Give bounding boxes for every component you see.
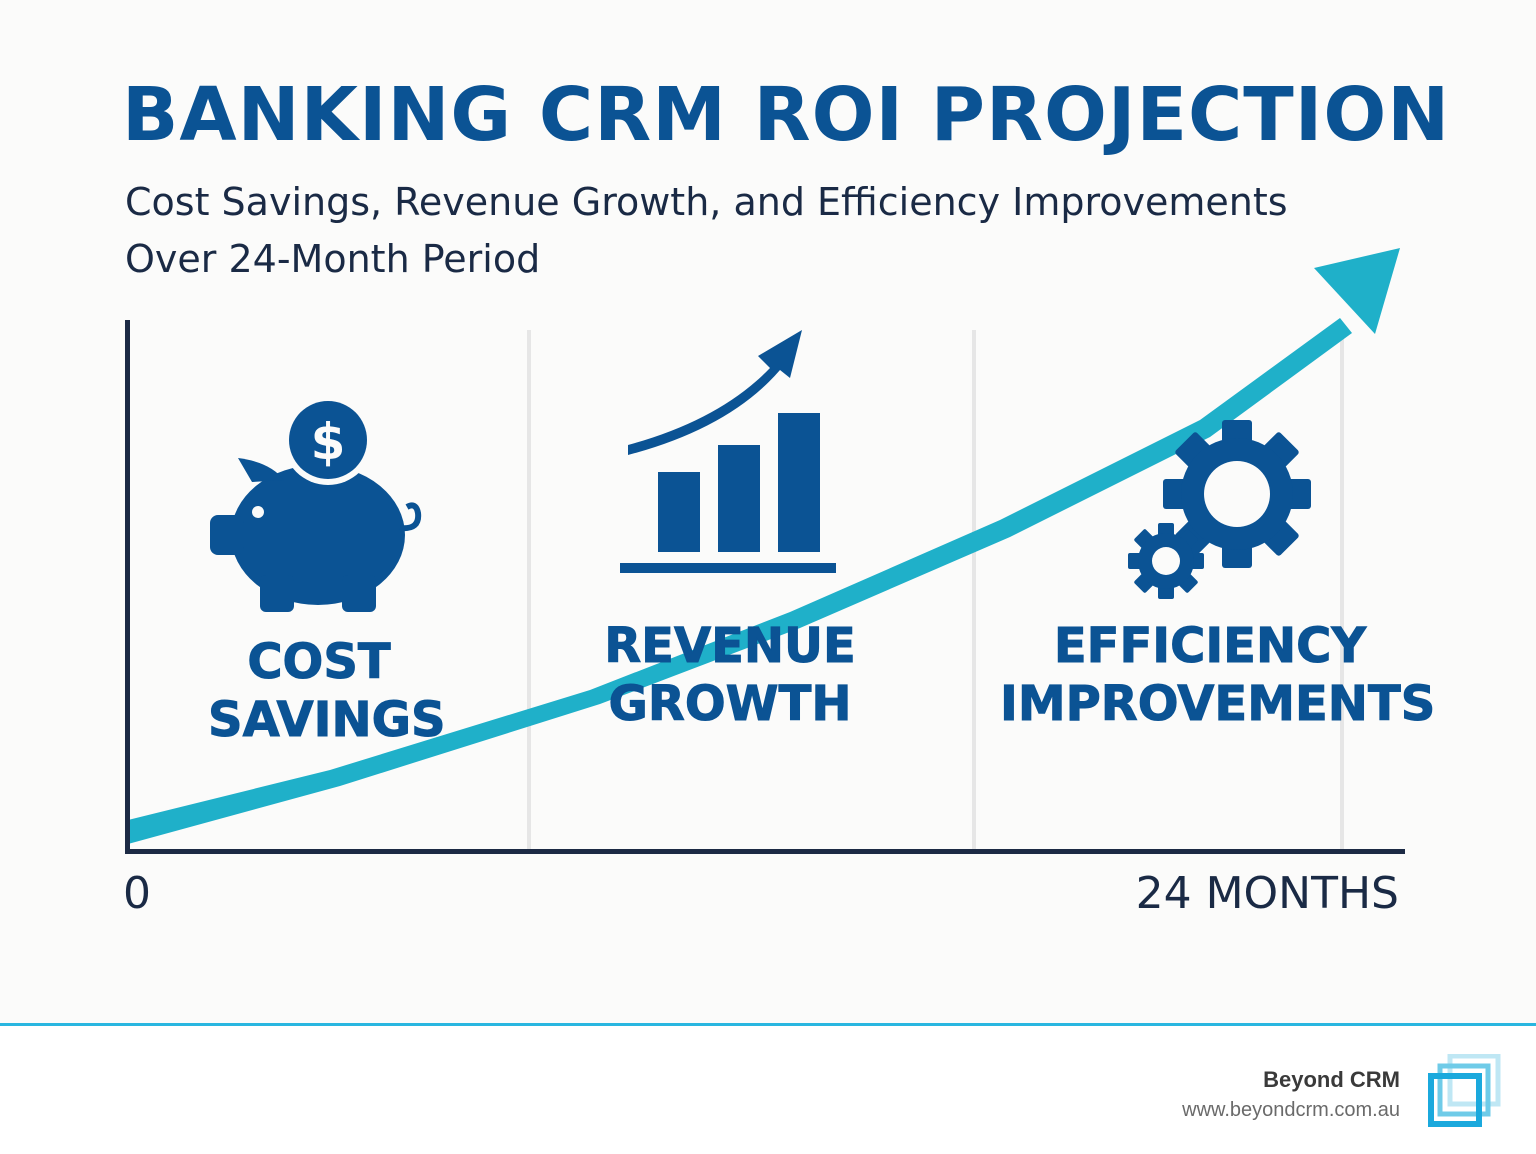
revenue-growth-label: REVENUE GROWTH [600, 617, 860, 733]
beyond-crm-logo-icon [1428, 1054, 1501, 1127]
page-title: BANKING CRM ROI PROJECTION [122, 72, 1451, 158]
trend-arrow-head [1314, 248, 1400, 334]
gridline [527, 330, 531, 850]
revenue-growth-label-line1: REVENUE [604, 618, 857, 675]
subtitle-line-2: Over 24-Month Period [125, 237, 541, 281]
footer-divider [0, 1023, 1536, 1026]
efficiency-improvements-label-line2: IMPROVEMENTS [1000, 676, 1436, 733]
svg-text:$: $ [311, 413, 346, 471]
subtitle-line-1: Cost Savings, Revenue Growth, and Effici… [125, 180, 1288, 224]
cost-savings-label: COST SAVINGS [208, 633, 447, 749]
x-axis [125, 849, 1405, 854]
gridline [1340, 330, 1344, 850]
piggy-bank-icon: $ [210, 395, 422, 612]
footer [0, 1026, 1536, 1154]
trend-arrow [128, 248, 1400, 844]
x-axis-start-label: 0 [123, 868, 151, 919]
efficiency-improvements-label: EFFICIENCY IMPROVEMENTS [1000, 617, 1436, 733]
revenue-growth-label-line2: GROWTH [608, 676, 852, 733]
gears-icon [1128, 420, 1311, 599]
cost-savings-label-line2: SAVINGS [208, 692, 447, 749]
cost-savings-label-line1: COST [247, 634, 391, 691]
efficiency-improvements-label-line1: EFFICIENCY [1053, 618, 1367, 675]
x-axis-end-label: 24 MONTHS [1135, 868, 1399, 919]
brand-url: www.beyondcrm.com.au [1182, 1099, 1400, 1121]
trend-arrow-band [128, 318, 1352, 844]
bar-chart-growth-icon [620, 330, 836, 573]
y-axis [125, 320, 130, 854]
gridline [972, 330, 976, 850]
brand-name: Beyond CRM [1263, 1067, 1400, 1092]
